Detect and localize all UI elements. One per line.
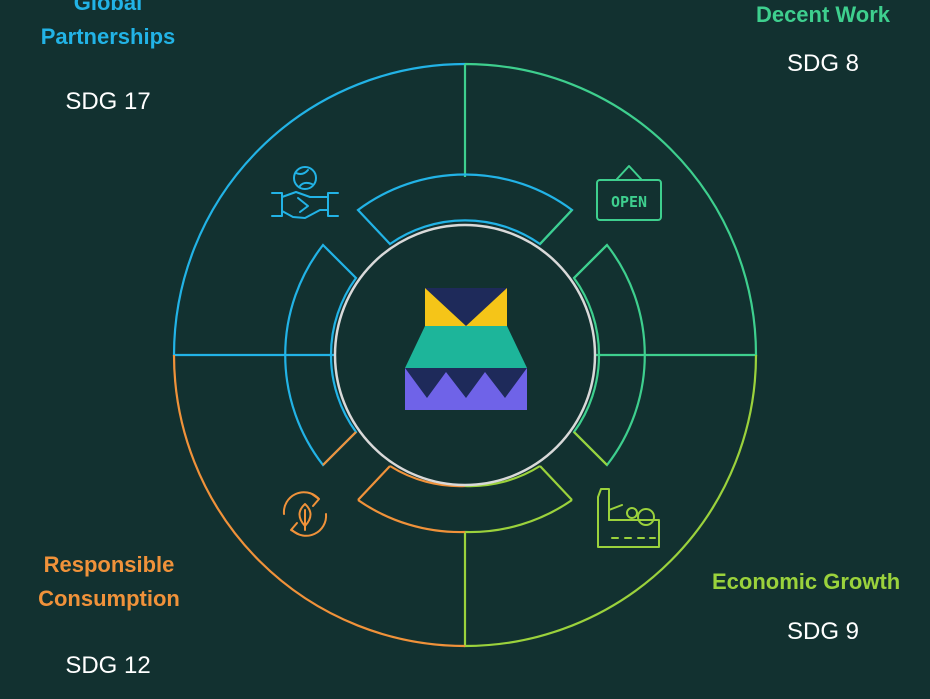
responsible-consumption-sdg: SDG 12 [65,652,151,679]
factory-gear-icon [597,488,660,548]
global-partnerships-title-line2: Partnerships [40,24,176,49]
outer-ring-decent-work [463,62,758,357]
inner-arc-decent-work [539,209,646,467]
decent-work-sdg: SDG 8 [786,50,860,77]
svg-text:OPEN: OPEN [611,193,647,211]
open-sign-icon: OPEN [596,165,662,221]
responsible-consumption-title-line2: Consumption [38,586,180,611]
center-circle [333,223,597,487]
inner-arc-decent-work-right [573,244,608,279]
decent-work-title: Decent Work [755,2,891,27]
inner-arc-economic-growth [464,431,608,534]
outer-ring-responsible-consumption [172,354,466,648]
economic-growth-sdg: SDG 9 [786,618,860,645]
responsible-consumption-title: Responsible Consumption [15,548,203,616]
logo-icon [405,288,527,410]
global-partnerships-title-line1: Global [73,0,143,15]
inner-arc-growth-right [539,465,573,501]
outer-ring-economic-growth [463,354,758,648]
responsible-consumption-title-line1: Responsible [43,552,175,577]
inner-arc-responsible-consumption [357,465,466,534]
inner-arc-consumption-left [322,431,357,466]
global-partnerships-sdg: SDG 17 [65,88,151,115]
handshake-globe-icon [271,166,339,219]
outer-ring-global-partnerships [172,62,466,357]
global-partnerships-title: Global Partnerships [22,0,194,54]
recycle-leaf-icon [282,491,328,537]
economic-growth-title: Economic Growth [712,569,901,594]
